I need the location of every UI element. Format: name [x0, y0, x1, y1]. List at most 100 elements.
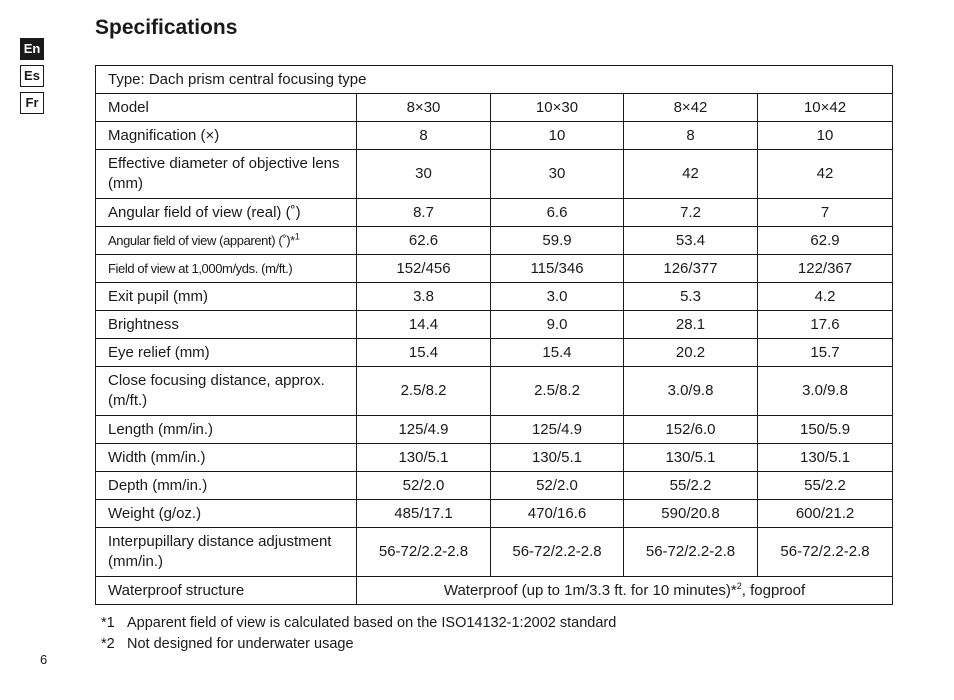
row-label: Model — [95, 93, 357, 122]
row-label-text: Angular field of view (apparent) (˚)* — [108, 232, 295, 248]
spec-row: Width (mm/in.) 130/5.1 130/5.1 130/5.1 130/5… — [95, 443, 894, 472]
value-cell: 8.7 — [356, 198, 491, 227]
value-cell: 8 — [623, 121, 758, 150]
row-label: Exit pupil (mm) — [95, 282, 357, 311]
value-cell: 130/5.1 — [756, 443, 894, 472]
value-cell: 3.0/9.8 — [623, 366, 758, 416]
value-cell: 122/367 — [756, 254, 894, 283]
value-cell: 7 — [756, 198, 894, 227]
row-label: Depth (mm/in.) — [95, 471, 357, 500]
value-cell: 62.6 — [356, 226, 491, 255]
value-cell: 10 — [490, 121, 624, 150]
spec-row: Angular field of view (real) (˚) 8.7 6.6 7.… — [95, 198, 894, 227]
waterproof-row: Waterproof structure Waterproof (up to 1m… — [95, 576, 894, 605]
row-label-text: Eye relief (mm) — [108, 343, 210, 361]
value-cell: 3.0 — [490, 282, 624, 311]
value-cell: 115/346 — [490, 254, 624, 283]
row-label-text: Effective diameter of objective lens (mm… — [108, 155, 340, 192]
value-cell: 59.9 — [490, 226, 624, 255]
value-cell: 56-72/2.2-2.8 — [623, 527, 758, 577]
language-tabs: En Es Fr — [20, 38, 44, 119]
row-label: Width (mm/in.) — [95, 443, 357, 472]
value-cell: 42 — [756, 149, 894, 199]
spec-row: Weight (g/oz.) 485/17.1 470/16.6 590/20.8 60… — [95, 499, 894, 528]
row-label: Interpupillary distance adjustment (mm/i… — [95, 527, 357, 577]
row-label-text: Angular field of view (real) (˚) — [108, 203, 301, 221]
value-cell: 125/4.9 — [490, 415, 624, 444]
value-cell: 55/2.2 — [756, 471, 894, 500]
value-cell: 52/2.0 — [356, 471, 491, 500]
value-cell: 7.2 — [623, 198, 758, 227]
row-label: Weight (g/oz.) — [95, 499, 357, 528]
lang-tab-fr[interactable]: Fr — [20, 92, 44, 114]
row-label: Waterproof structure — [95, 576, 357, 605]
row-label-text: Field of view at 1,000m/yds. (m/ft.) — [108, 260, 293, 276]
row-label: Angular field of view (apparent) (˚)*1 — [95, 226, 357, 255]
spec-row: Interpupillary distance adjustment (mm/i… — [95, 527, 894, 577]
value-cell: 15.4 — [356, 338, 491, 367]
value-cell: 485/17.1 — [356, 499, 491, 528]
value-cell: 2.5/8.2 — [356, 366, 491, 416]
value-cell: 125/4.9 — [356, 415, 491, 444]
spec-row: Close focusing distance, approx. (m/ft.)… — [95, 366, 894, 416]
value-cell: 42 — [623, 149, 758, 199]
value-cell: 130/5.1 — [356, 443, 491, 472]
value-cell: 470/16.6 — [490, 499, 624, 528]
value-cell: 130/5.1 — [490, 443, 624, 472]
value-cell: 6.6 — [490, 198, 624, 227]
specifications-table: Type: Dach prism central focusing type M… — [94, 65, 894, 605]
row-label-text: Width (mm/in.) — [108, 448, 206, 466]
row-label-text: Exit pupil (mm) — [108, 287, 209, 305]
row-label: Magnification (×) — [95, 121, 357, 150]
value-cell: 53.4 — [623, 226, 758, 255]
value-cell: 8 — [356, 121, 491, 150]
row-label: Angular field of view (real) (˚) — [95, 198, 357, 227]
waterproof-text-suffix: , fogproof — [741, 581, 806, 599]
value-cell: 28.1 — [623, 310, 758, 339]
value-cell: 2.5/8.2 — [490, 366, 624, 416]
type-cell: Type: Dach prism central focusing type — [94, 65, 894, 94]
row-label-text: Magnification (×) — [108, 126, 220, 144]
row-label-text: Weight (g/oz.) — [108, 504, 202, 522]
value-cell: 9.0 — [490, 310, 624, 339]
model-cell: 10×42 — [756, 93, 894, 122]
value-cell: 56-72/2.2-2.8 — [756, 527, 894, 577]
row-label: Eye relief (mm) — [95, 338, 357, 367]
spec-row: Effective diameter of objective lens (mm… — [95, 149, 894, 199]
waterproof-text: Waterproof (up to 1m/3.3 ft. for 10 minu… — [443, 581, 737, 599]
model-row: Model 8×30 10×30 8×42 10×42 — [95, 93, 894, 122]
row-label: Length (mm/in.) — [95, 415, 357, 444]
lang-tab-es[interactable]: Es — [20, 65, 44, 87]
value-cell: 17.6 — [756, 310, 894, 339]
page-title: Specifications — [95, 16, 238, 39]
value-cell: 30 — [356, 149, 491, 199]
footnote: *1 Apparent field of view is calculated b… — [101, 613, 616, 634]
footnote-ref: 2 — [736, 580, 742, 591]
row-label-text: Length (mm/in.) — [108, 420, 214, 438]
value-cell: 5.3 — [623, 282, 758, 311]
spec-row: Angular field of view (apparent) (˚)*1 62… — [95, 226, 894, 255]
row-label: Field of view at 1,000m/yds. (m/ft.) — [95, 254, 357, 283]
value-cell: 62.9 — [756, 226, 894, 255]
row-label-text: Brightness — [108, 315, 179, 333]
value-cell: 30 — [490, 149, 624, 199]
value-cell: 130/5.1 — [623, 443, 758, 472]
value-cell: 600/21.2 — [756, 499, 894, 528]
value-cell: 4.2 — [756, 282, 894, 311]
value-cell: 10 — [756, 121, 894, 150]
model-cell: 8×42 — [623, 93, 758, 122]
row-label: Close focusing distance, approx. (m/ft.) — [95, 366, 357, 416]
value-cell: 15.4 — [490, 338, 624, 367]
spec-row: Magnification (×) 8 10 8 10 — [95, 121, 894, 150]
value-cell: 150/5.9 — [756, 415, 894, 444]
footnotes: *1 Apparent field of view is calculated b… — [101, 613, 616, 655]
value-cell: 152/6.0 — [623, 415, 758, 444]
lang-tab-en[interactable]: En — [20, 38, 44, 60]
footnote-text: Not designed for underwater usage — [127, 636, 354, 652]
spec-row: Eye relief (mm) 15.4 15.4 20.2 15.7 — [95, 338, 894, 367]
value-cell: 14.4 — [356, 310, 491, 339]
spec-row: Length (mm/in.) 125/4.9 125/4.9 152/6.0 150/… — [95, 415, 894, 444]
value-cell: 3.8 — [356, 282, 491, 311]
value-cell: 126/377 — [623, 254, 758, 283]
spec-row: Exit pupil (mm) 3.8 3.0 5.3 4.2 — [95, 282, 894, 311]
